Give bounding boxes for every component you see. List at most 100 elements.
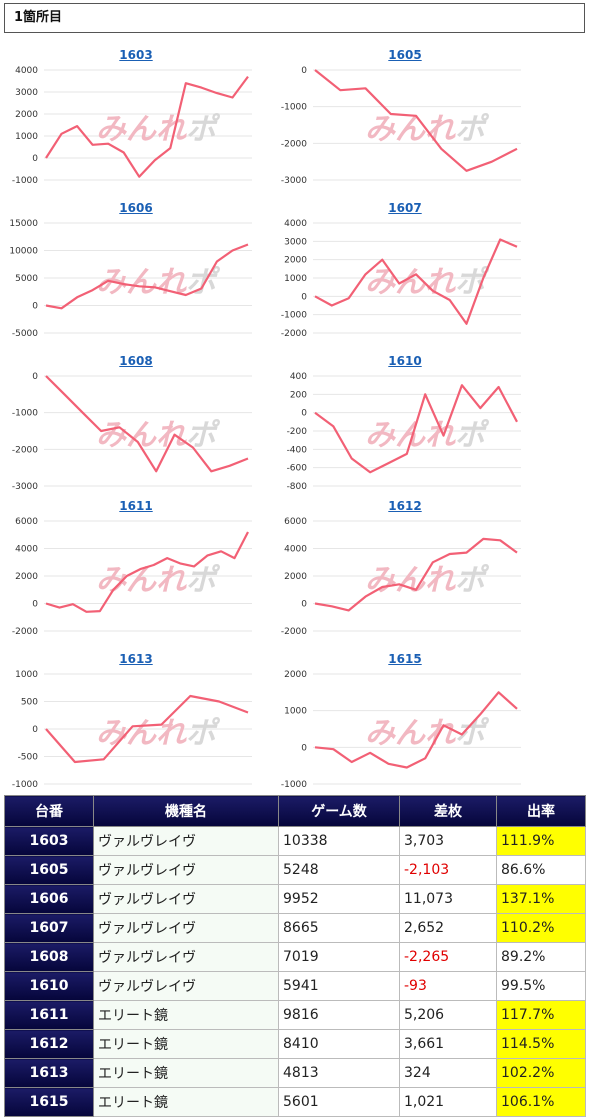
- y-tick-label: 0: [32, 154, 38, 164]
- chart-title-link[interactable]: 1608: [119, 354, 153, 368]
- cell-machine-no: 1608: [4, 942, 94, 972]
- watermark-logo: みんれポ: [365, 716, 490, 751]
- chart-title-link[interactable]: 1613: [119, 652, 153, 666]
- machine-table: 台番 機種名 ゲーム数 差枚 出率 1603 ヴァルヴレイヴ 10338 3,703 1…: [4, 795, 586, 1117]
- chart-1611: 6000 4000 2000 0 -2000 みんれポ 1611: [4, 499, 258, 645]
- chart-plot: 6000 4000 2000 0 -2000 みんれポ: [12, 517, 252, 637]
- table-row: 1612 エリート鏡 8410 3,661 114.5%: [4, 1029, 586, 1059]
- chart-1607: 4000 3000 2000 1000 0 -1000 -2000 みんれポ 1607: [273, 201, 527, 347]
- table-row: 1613 エリート鏡 4813 324 102.2%: [4, 1058, 586, 1088]
- watermark-part2: ポ: [186, 716, 221, 751]
- watermark-part2: ポ: [186, 563, 221, 598]
- watermark-part1: みんれ: [96, 112, 187, 147]
- watermark-logo: みんれポ: [365, 112, 490, 147]
- series-line: [314, 384, 518, 474]
- y-tick-label: -2000: [12, 445, 38, 455]
- y-tick-label: 0: [301, 600, 307, 610]
- y-tick-label: -600: [287, 464, 308, 474]
- table-row: 1606 ヴァルヴレイヴ 9952 11,073 137.1%: [4, 884, 586, 914]
- chart-1612: 6000 4000 2000 0 -2000 みんれポ 1612: [273, 499, 527, 645]
- cell-diff: 11,073: [399, 884, 497, 914]
- table-row: 1608 ヴァルヴレイヴ 7019 -2,265 89.2%: [4, 942, 586, 972]
- cell-games: 5601: [278, 1087, 400, 1117]
- chart-title-link[interactable]: 1611: [119, 499, 153, 513]
- chart-title-link[interactable]: 1607: [388, 201, 422, 215]
- chart-plot: 4000 3000 2000 1000 0 -1000 みんれポ: [12, 66, 252, 186]
- cell-machine-no: 1612: [4, 1029, 94, 1059]
- cell-games: 5941: [278, 971, 400, 1001]
- y-tick-label: 4000: [15, 545, 38, 555]
- section-header: 1箇所目: [4, 3, 585, 33]
- y-tick-label: -1000: [12, 780, 38, 790]
- watermark-logo: みんれポ: [365, 418, 490, 453]
- y-tick-label: 1000: [15, 132, 38, 142]
- y-tick-label: 1000: [284, 707, 307, 717]
- y-tick-label: -800: [287, 482, 308, 492]
- y-tick-label: -1000: [12, 409, 38, 419]
- y-tick-label: 0: [301, 66, 307, 76]
- watermark-part2: ポ: [186, 265, 221, 300]
- chart-plot: 6000 4000 2000 0 -2000 みんれポ: [281, 517, 521, 637]
- chart-title-link[interactable]: 1603: [119, 48, 153, 62]
- y-tick-label: 400: [290, 372, 307, 382]
- series-line: [45, 531, 249, 613]
- y-tick-label: -2000: [281, 329, 307, 339]
- chart-title-link[interactable]: 1612: [388, 499, 422, 513]
- chart-title-link[interactable]: 1610: [388, 354, 422, 368]
- header-rate: 出率: [496, 795, 586, 827]
- cell-machine-no: 1603: [4, 826, 94, 856]
- watermark-part1: みんれ: [365, 112, 456, 147]
- y-tick-label: -3000: [281, 176, 307, 186]
- y-tick-label: 2000: [15, 572, 38, 582]
- y-tick-label: 0: [301, 292, 307, 302]
- watermark-logo: みんれポ: [365, 265, 490, 300]
- y-tick-label: -2000: [281, 627, 307, 637]
- y-tick-label: 0: [32, 725, 38, 735]
- header-machine-no: 台番: [4, 795, 94, 827]
- cell-diff: -2,265: [399, 942, 497, 972]
- y-tick-label: 1000: [284, 274, 307, 284]
- y-tick-label: -2000: [281, 139, 307, 149]
- watermark-part2: ポ: [186, 418, 221, 453]
- chart-title-link[interactable]: 1606: [119, 201, 153, 215]
- cell-diff: 5,206: [399, 1000, 497, 1030]
- cell-machine-name: ヴァルヴレイヴ: [93, 826, 279, 856]
- table-header-row: 台番 機種名 ゲーム数 差枚 出率: [4, 795, 586, 827]
- y-tick-label: 6000: [284, 517, 307, 527]
- series-line: [314, 537, 518, 612]
- header-machine-name: 機種名: [93, 795, 279, 827]
- y-tick-label: 4000: [284, 545, 307, 555]
- watermark-part1: みんれ: [365, 563, 456, 598]
- chart-1606: 15000 10000 5000 0 -5000 みんれポ 1606: [4, 201, 258, 347]
- header-diff: 差枚: [399, 795, 497, 827]
- cell-games: 9816: [278, 1000, 400, 1030]
- cell-rate: 106.1%: [496, 1087, 586, 1117]
- chart-plot: 0 -1000 -2000 -3000 みんれポ: [281, 66, 521, 186]
- cell-games: 10338: [278, 826, 400, 856]
- cell-machine-no: 1610: [4, 971, 94, 1001]
- y-tick-label: 10000: [9, 247, 38, 257]
- chart-plot: 400 200 0 -200 -400 -600 -800 みんれポ: [287, 372, 521, 492]
- chart-title-link[interactable]: 1615: [388, 652, 422, 666]
- y-tick-label: 0: [32, 372, 38, 382]
- cell-diff: 1,021: [399, 1087, 497, 1117]
- y-tick-label: 1000: [15, 670, 38, 680]
- y-tick-label: 4000: [15, 66, 38, 76]
- table-row: 1611 エリート鏡 9816 5,206 117.7%: [4, 1000, 586, 1030]
- watermark-part1: みんれ: [96, 265, 187, 300]
- y-tick-label: -3000: [12, 482, 38, 492]
- y-tick-label: 3000: [284, 237, 307, 247]
- cell-rate: 137.1%: [496, 884, 586, 914]
- y-tick-label: 2000: [284, 670, 307, 680]
- chart-1613: 1000 500 0 -500 -1000 みんれポ 1613: [4, 652, 258, 798]
- table-row: 1603 ヴァルヴレイヴ 10338 3,703 111.9%: [4, 826, 586, 856]
- watermark-part1: みんれ: [96, 716, 187, 751]
- y-tick-label: 200: [290, 390, 307, 400]
- cell-machine-name: エリート鏡: [93, 1029, 279, 1059]
- cell-machine-name: ヴァルヴレイヴ: [93, 971, 279, 1001]
- chart-plot: 2000 1000 0 -1000 みんれポ: [281, 670, 521, 790]
- cell-games: 9952: [278, 884, 400, 914]
- series-line: [314, 691, 518, 769]
- chart-title-link[interactable]: 1605: [388, 48, 422, 62]
- watermark-part2: ポ: [455, 265, 490, 300]
